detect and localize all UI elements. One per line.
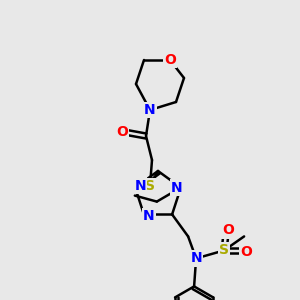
Text: N: N bbox=[171, 181, 183, 195]
Text: O: O bbox=[116, 125, 128, 139]
Text: N: N bbox=[190, 251, 202, 266]
Text: S: S bbox=[219, 243, 229, 257]
Text: N: N bbox=[134, 178, 146, 193]
Text: O: O bbox=[164, 53, 176, 67]
Text: O: O bbox=[240, 245, 252, 260]
Text: S: S bbox=[145, 179, 155, 193]
Text: N: N bbox=[144, 103, 156, 117]
Text: N: N bbox=[143, 209, 155, 224]
Text: O: O bbox=[222, 224, 234, 237]
